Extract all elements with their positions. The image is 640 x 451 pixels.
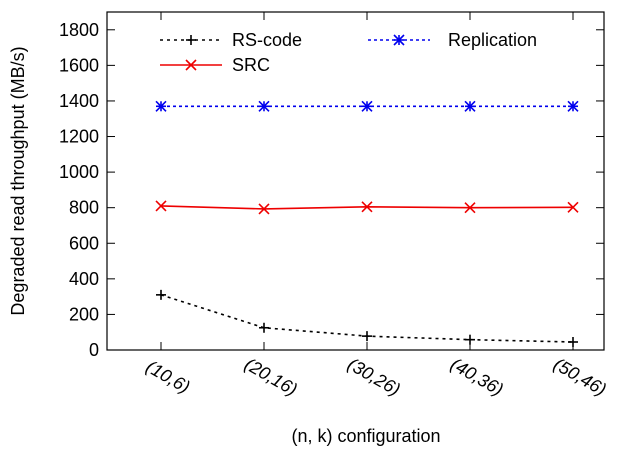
x-axis-label: (n, k) configuration [291,426,440,446]
x-tick-label-2: (30,26) [344,354,403,400]
series-layer [155,100,579,347]
legend-label-src: SRC [232,55,270,75]
x-tick-label-3: (40,36) [447,354,506,400]
y-axis: 0 200 400 600 800 1000 1200 1400 1600 1800 [59,20,604,360]
y-tick-label-0: 0 [89,340,99,360]
y-tick-label-400: 400 [69,269,99,289]
data-point-src-0 [155,200,167,212]
data-point-replication-1 [258,100,270,112]
data-point-rs-code-2 [362,331,372,342]
x-tick-label-4: (50,46) [550,354,609,400]
y-tick-label-1000: 1000 [59,162,99,182]
data-point-replication-0 [155,100,167,112]
data-point-src-1 [258,203,270,215]
data-point-src-4 [567,201,579,213]
data-point-replication-2 [361,100,373,112]
y-tick-label-1400: 1400 [59,91,99,111]
legend-marker-src [185,59,197,71]
y-tick-label-800: 800 [69,198,99,218]
data-point-rs-code-3 [465,334,475,345]
y-tick-label-1200: 1200 [59,127,99,147]
y-tick-label-1600: 1600 [59,55,99,75]
y-tick-label-1800: 1800 [59,20,99,40]
legend: RS-code Replication SRC [160,30,537,75]
legend-marker-replication [393,34,405,46]
legend-label-replication: Replication [448,30,537,50]
data-point-rs-code-1 [259,322,269,333]
y-tick-label-600: 600 [69,233,99,253]
data-point-rs-code-0 [156,289,166,300]
legend-label-rs-code: RS-code [232,30,302,50]
data-point-replication-3 [464,100,476,112]
data-point-src-3 [464,202,476,214]
plot-frame [106,11,605,351]
x-axis: (10,6) (20,16) (30,26) (40,36) (50,46) [143,12,610,400]
x-tick-label-0: (10,6) [143,356,194,397]
y-tick-label-200: 200 [69,304,99,324]
data-point-replication-4 [567,100,579,112]
x-tick-label-1: (20,16) [241,354,300,400]
legend-marker-rs-code [186,35,196,45]
data-point-src-2 [361,201,373,213]
data-point-rs-code-4 [568,336,578,347]
y-axis-label: Degraded read throughput (MB/s) [8,46,28,315]
